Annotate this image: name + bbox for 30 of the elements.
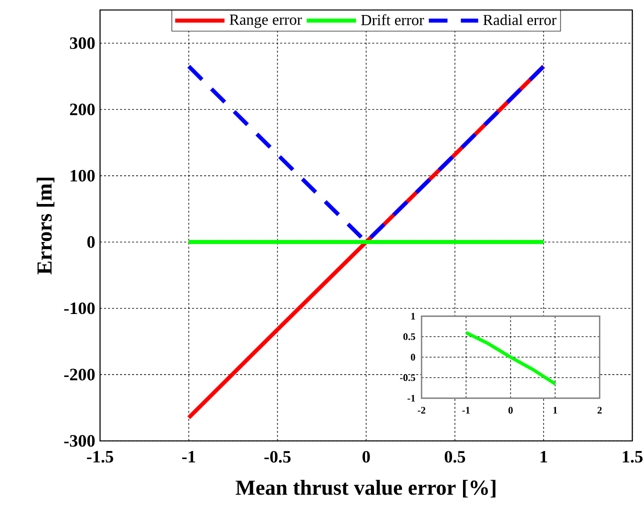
y-tick-label: 200 xyxy=(70,104,95,116)
x-tick-label: 1 xyxy=(540,450,548,462)
x-axis-title: Mean thrust value error [%] xyxy=(236,480,496,498)
y-tick-label: 0.5 xyxy=(403,333,416,340)
y-tick-label: 0 xyxy=(410,354,416,361)
y-tick-label: 0 xyxy=(87,236,95,248)
y-tick-label: 100 xyxy=(70,170,95,182)
x-tick-label: -1.5 xyxy=(86,450,114,463)
legend-label: Drift error xyxy=(361,14,424,26)
y-tick-label: -200 xyxy=(64,368,95,380)
x-tick-label: 0 xyxy=(362,450,370,463)
y-axis-title: Errors [m] xyxy=(36,178,54,274)
line-series xyxy=(464,330,557,386)
x-tick-label: 2 xyxy=(598,406,602,414)
x-tick-label: 1 xyxy=(553,406,558,414)
y-tick-label: -100 xyxy=(64,302,95,314)
x-tick-label: 0 xyxy=(508,406,513,414)
y-tick-label: -0.5 xyxy=(400,374,416,382)
y-tick-label: 1 xyxy=(411,312,415,320)
x-tick-label: -0.5 xyxy=(264,450,291,463)
y-tick-label: -300 xyxy=(64,435,95,447)
legend-label: Range error xyxy=(230,14,302,28)
x-tick-label: 0.5 xyxy=(444,450,466,463)
legend-label: Radial error xyxy=(483,14,556,26)
x-tick-label: -2 xyxy=(418,406,426,414)
x-tick-label: -1 xyxy=(462,406,470,414)
x-tick-label: -1 xyxy=(182,450,196,462)
x-tick-label: 1.5 xyxy=(622,450,643,463)
y-tick-label: 300 xyxy=(70,37,95,50)
y-tick-label: -1 xyxy=(408,394,415,402)
